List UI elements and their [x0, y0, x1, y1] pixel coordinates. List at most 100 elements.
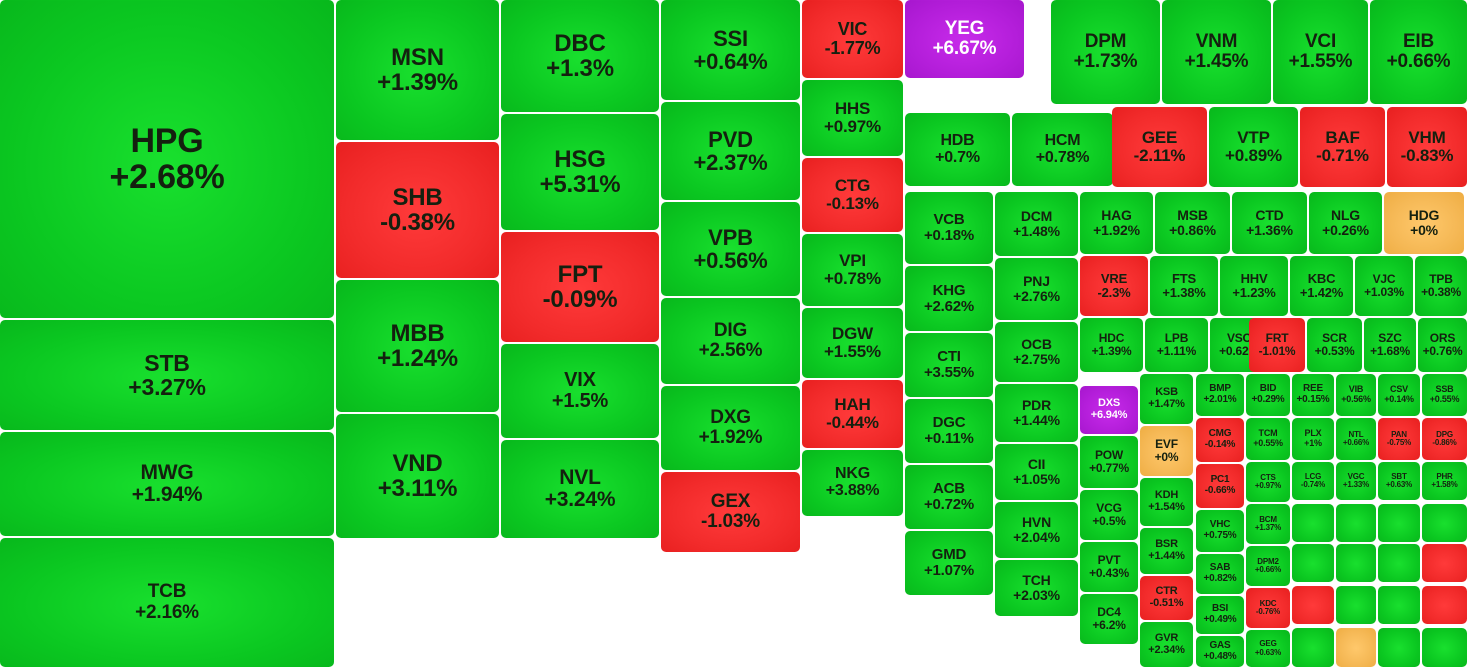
treemap-tile-vix[interactable]: VIX +1.5%	[501, 344, 659, 438]
treemap-tile-hpg[interactable]: HPG +2.68%	[0, 0, 334, 318]
treemap-tile-pdr[interactable]: PDR +1.44%	[995, 384, 1078, 442]
treemap-micro-tile[interactable]	[1422, 628, 1467, 667]
treemap-tile-bid[interactable]: BID +0.29%	[1246, 374, 1290, 416]
treemap-tile-dig[interactable]: DIG +2.56%	[661, 298, 800, 384]
treemap-tile-gmd[interactable]: GMD +1.07%	[905, 531, 993, 595]
treemap-tile-kdh[interactable]: KDH +1.54%	[1140, 478, 1193, 526]
treemap-tile-hah[interactable]: HAH -0.44%	[802, 380, 903, 448]
treemap-tile-vcb[interactable]: VCB +0.18%	[905, 192, 993, 264]
treemap-tile-ctg[interactable]: CTG -0.13%	[802, 158, 903, 232]
treemap-tile-ksb[interactable]: KSB +1.47%	[1140, 374, 1193, 424]
treemap-micro-tile[interactable]	[1292, 504, 1334, 542]
treemap-tile-baf[interactable]: BAF -0.71%	[1300, 107, 1385, 187]
treemap-tile-ssb[interactable]: SSB +0.55%	[1422, 374, 1467, 416]
treemap-tile-vgc[interactable]: VGC +1.33%	[1336, 462, 1376, 500]
treemap-tile-hdg[interactable]: HDG +0%	[1384, 192, 1464, 254]
treemap-tile-vpb[interactable]: VPB +0.56%	[661, 202, 800, 296]
treemap-tile-dc4[interactable]: DC4 +6.2%	[1080, 594, 1138, 644]
treemap-micro-tile[interactable]	[1336, 504, 1376, 542]
treemap-tile-msn[interactable]: MSN +1.39%	[336, 0, 499, 140]
treemap-tile-vpi[interactable]: VPI +0.78%	[802, 234, 903, 306]
treemap-tile-vci[interactable]: VCI +1.55%	[1273, 0, 1368, 104]
treemap-tile-khg[interactable]: KHG +2.62%	[905, 266, 993, 331]
treemap-tile-bmp[interactable]: BMP +2.01%	[1196, 374, 1244, 416]
treemap-tile-vnm[interactable]: VNM +1.45%	[1162, 0, 1271, 104]
treemap-tile-tcm[interactable]: TCM +0.55%	[1246, 418, 1290, 460]
treemap-tile-ors[interactable]: ORS +0.76%	[1418, 318, 1467, 372]
treemap-tile-ntl[interactable]: NTL +0.66%	[1336, 418, 1376, 460]
treemap-tile-bsi[interactable]: BSI +0.49%	[1196, 596, 1244, 634]
treemap-tile-pan[interactable]: PAN -0.75%	[1378, 418, 1420, 460]
treemap-tile-dxs[interactable]: DXS +6.94%	[1080, 386, 1138, 434]
treemap-micro-tile[interactable]	[1378, 586, 1420, 624]
treemap-tile-hag[interactable]: HAG +1.92%	[1080, 192, 1153, 254]
treemap-tile-evf[interactable]: EVF +0%	[1140, 426, 1193, 476]
treemap-tile-dbc[interactable]: DBC +1.3%	[501, 0, 659, 112]
treemap-tile-bcm[interactable]: BCM +1.37%	[1246, 504, 1290, 544]
treemap-micro-tile[interactable]	[1378, 628, 1420, 667]
treemap-tile-vjc[interactable]: VJC +1.03%	[1355, 256, 1413, 316]
treemap-tile-shb[interactable]: SHB -0.38%	[336, 142, 499, 278]
treemap-tile-kdc[interactable]: KDC -0.76%	[1246, 588, 1290, 628]
treemap-tile-nkg[interactable]: NKG +3.88%	[802, 450, 903, 516]
treemap-tile-sbt[interactable]: SBT +0.63%	[1378, 462, 1420, 500]
treemap-tile-eib[interactable]: EIB +0.66%	[1370, 0, 1467, 104]
treemap-tile-fpt[interactable]: FPT -0.09%	[501, 232, 659, 342]
treemap-tile-tpb[interactable]: TPB +0.38%	[1415, 256, 1467, 316]
treemap-tile-hvn[interactable]: HVN +2.04%	[995, 502, 1078, 558]
treemap-tile-vib[interactable]: VIB +0.56%	[1336, 374, 1376, 416]
treemap-micro-tile[interactable]	[1336, 544, 1376, 582]
treemap-tile-tch[interactable]: TCH +2.03%	[995, 560, 1078, 616]
treemap-tile-ssi[interactable]: SSI +0.64%	[661, 0, 800, 100]
treemap-tile-hdc[interactable]: HDC +1.39%	[1080, 318, 1143, 372]
treemap-tile-geg[interactable]: GEG +0.63%	[1246, 630, 1290, 667]
treemap-micro-tile[interactable]	[1422, 504, 1467, 542]
treemap-micro-tile[interactable]	[1378, 504, 1420, 542]
treemap-tile-dcm[interactable]: DCM +1.48%	[995, 192, 1078, 256]
treemap-tile-dpm2[interactable]: DPM2 +0.66%	[1246, 546, 1290, 586]
treemap-tile-gvr[interactable]: GVR +2.34%	[1140, 622, 1193, 667]
treemap-tile-cts[interactable]: CTS +0.97%	[1246, 462, 1290, 502]
treemap-tile-cmg[interactable]: CMG -0.14%	[1196, 418, 1244, 462]
treemap-tile-nvl[interactable]: NVL +3.24%	[501, 440, 659, 538]
treemap-micro-tile[interactable]	[1378, 544, 1420, 582]
treemap-micro-tile[interactable]	[1336, 628, 1376, 667]
treemap-tile-vhc[interactable]: VHC +0.75%	[1196, 510, 1244, 552]
treemap-tile-ocb[interactable]: OCB +2.75%	[995, 322, 1078, 382]
treemap-tile-hcm[interactable]: HCM +0.78%	[1012, 113, 1113, 186]
treemap-tile-vic[interactable]: VIC -1.77%	[802, 0, 903, 78]
treemap-tile-csv[interactable]: CSV +0.14%	[1378, 374, 1420, 416]
treemap-tile-pvd[interactable]: PVD +2.37%	[661, 102, 800, 200]
treemap-tile-vtp[interactable]: VTP +0.89%	[1209, 107, 1298, 187]
treemap-tile-vnd[interactable]: VND +3.11%	[336, 414, 499, 538]
treemap-tile-ree[interactable]: REE +0.15%	[1292, 374, 1334, 416]
treemap-tile-dgc[interactable]: DGC +0.11%	[905, 399, 993, 463]
treemap-tile-vhm[interactable]: VHM -0.83%	[1387, 107, 1467, 187]
treemap-tile-tcb[interactable]: TCB +2.16%	[0, 538, 334, 667]
treemap-tile-yeg[interactable]: YEG +6.67%	[905, 0, 1024, 78]
treemap-tile-dpg[interactable]: DPG -0.86%	[1422, 418, 1467, 460]
treemap-micro-tile[interactable]	[1336, 586, 1376, 624]
treemap-micro-tile[interactable]	[1292, 628, 1334, 667]
treemap-tile-dgw[interactable]: DGW +1.55%	[802, 308, 903, 378]
treemap-tile-scr[interactable]: SCR +0.53%	[1307, 318, 1362, 372]
treemap-tile-cti[interactable]: CTI +3.55%	[905, 333, 993, 397]
treemap-tile-hhs[interactable]: HHS +0.97%	[802, 80, 903, 156]
treemap-tile-gas[interactable]: GAS +0.48%	[1196, 636, 1244, 667]
treemap-tile-dpm[interactable]: DPM +1.73%	[1051, 0, 1160, 104]
treemap-tile-vcg[interactable]: VCG +0.5%	[1080, 490, 1138, 540]
treemap-tile-vre[interactable]: VRE -2.3%	[1080, 256, 1148, 316]
treemap-tile-gee[interactable]: GEE -2.11%	[1112, 107, 1207, 187]
treemap-tile-bsr[interactable]: BSR +1.44%	[1140, 528, 1193, 574]
treemap-tile-pc1[interactable]: PC1 -0.66%	[1196, 464, 1244, 508]
treemap-tile-dxg[interactable]: DXG +1.92%	[661, 386, 800, 470]
treemap-tile-stb[interactable]: STB +3.27%	[0, 320, 334, 430]
treemap-tile-pow[interactable]: POW +0.77%	[1080, 436, 1138, 488]
treemap-tile-cii[interactable]: CII +1.05%	[995, 444, 1078, 500]
treemap-tile-hhv[interactable]: HHV +1.23%	[1220, 256, 1288, 316]
treemap-tile-ctr[interactable]: CTR -0.51%	[1140, 576, 1193, 620]
treemap-tile-phr[interactable]: PHR +1.58%	[1422, 462, 1467, 500]
treemap-tile-plx[interactable]: PLX +1%	[1292, 418, 1334, 460]
treemap-tile-nlg[interactable]: NLG +0.26%	[1309, 192, 1382, 254]
